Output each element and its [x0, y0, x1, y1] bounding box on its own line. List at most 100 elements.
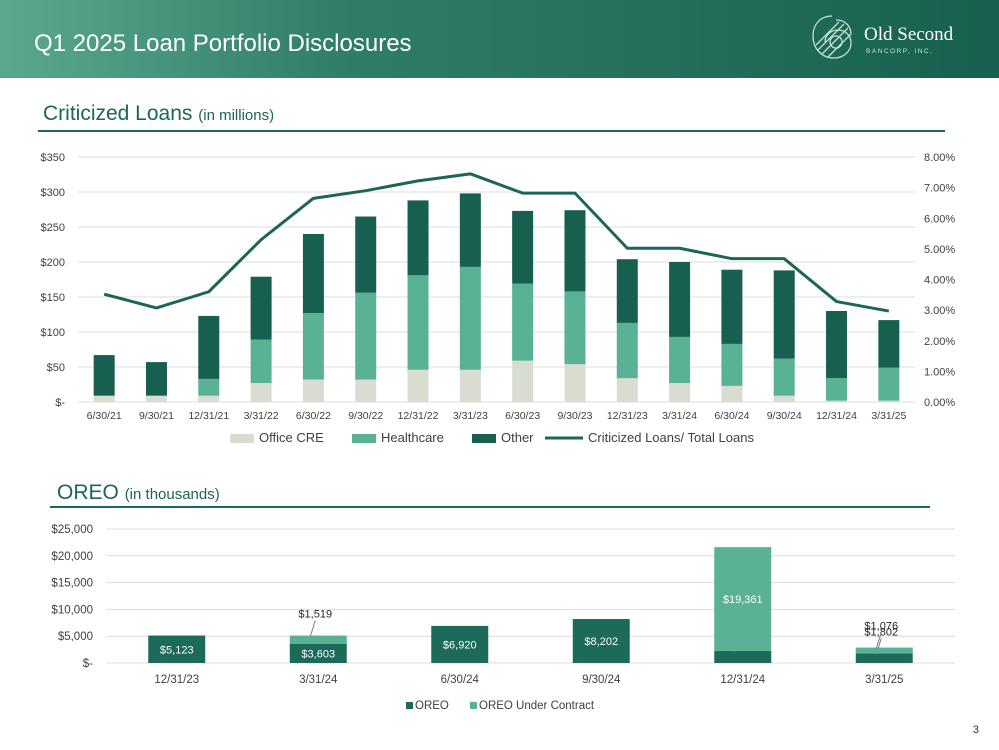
- bar-segment: [721, 269, 743, 344]
- bar-segment: [250, 276, 272, 340]
- header-banner: Q1 2025 Loan Portfolio Disclosures Old S…: [0, 0, 999, 78]
- logo-name: Old Second: [864, 24, 954, 45]
- y-tick-label: $20,000: [51, 551, 93, 563]
- bar-segment: [826, 311, 848, 379]
- bar-segment: [564, 210, 586, 292]
- y2-tick-label: 0.00%: [924, 397, 955, 409]
- bar-segment: [669, 336, 691, 384]
- bar-segment: [616, 322, 638, 379]
- oreo-title: OREO (in thousands): [57, 481, 220, 505]
- bar-segment: [250, 383, 272, 402]
- bar-segment: [878, 320, 900, 368]
- company-logo: Old Second BANCORP, INC.: [808, 12, 988, 68]
- bar-segment: [302, 379, 324, 402]
- data-label: $6,920: [443, 639, 477, 651]
- legend-label: OREO: [415, 700, 449, 712]
- legend-swatch: [472, 434, 496, 443]
- x-tick-label: 12/31/22: [398, 410, 439, 422]
- label-leader-line: [875, 632, 882, 649]
- bar-segment: [714, 650, 772, 663]
- legend-label: Other: [501, 430, 534, 445]
- bar-segment: [878, 367, 900, 401]
- x-tick-label: 9/30/24: [582, 674, 621, 686]
- bar-segment: [855, 653, 913, 663]
- bar-segment: [431, 625, 489, 663]
- logo-mark-icon: [812, 15, 852, 59]
- y-tick-label: $200: [41, 257, 65, 269]
- data-label: $3,603: [301, 648, 335, 660]
- x-tick-label: 12/31/24: [816, 410, 857, 422]
- legend-swatch: [406, 702, 413, 709]
- data-label: $1,519: [298, 609, 332, 621]
- x-tick-label: 12/31/24: [720, 674, 765, 686]
- y2-tick-label: 1.00%: [924, 366, 955, 378]
- legend-label: Criticized Loans/ Total Loans: [588, 430, 754, 445]
- bar-segment: [148, 635, 206, 663]
- bar-segment: [459, 193, 481, 267]
- criticized-loans-chart: $350 $300 $250 $200 $150 $100 $50 $- 8.00% 7.00% 6…: [41, 152, 956, 445]
- x-tick-label: 9/30/21: [139, 410, 174, 422]
- bar-segment: [302, 313, 324, 380]
- bar-segment: [407, 200, 429, 276]
- x-tick-label: 6/30/24: [441, 674, 480, 686]
- legend-swatch: [470, 702, 477, 709]
- y-tick-label: $-: [55, 397, 65, 409]
- bar-segment: [289, 643, 347, 663]
- bar-segment: [616, 378, 638, 402]
- bar-segment: [250, 339, 272, 384]
- bar-segment: [355, 379, 377, 402]
- bar-segment: [93, 395, 115, 402]
- bar-segment: [145, 395, 167, 402]
- label-leader-line: [309, 620, 316, 637]
- y2-tick-label: 5.00%: [924, 244, 955, 256]
- bar-segment: [198, 395, 220, 402]
- data-label: $5,123: [160, 644, 194, 656]
- bar-segment: [855, 647, 913, 654]
- y2-tick-label: 6.00%: [924, 213, 955, 225]
- bar-segment: [878, 400, 900, 402]
- data-label: $8,202: [584, 636, 618, 648]
- y-tick-label: $-: [83, 658, 93, 670]
- bar-segment: [721, 343, 743, 386]
- bar-segment: [773, 270, 795, 359]
- data-label: $1,076: [864, 621, 898, 633]
- page-title: Q1 2025 Loan Portfolio Disclosures: [34, 30, 412, 57]
- criticized-loans-title-text: Criticized Loans: [43, 102, 193, 125]
- legend-label: Office CRE: [259, 430, 324, 445]
- legend-swatch: [352, 434, 376, 443]
- x-tick-label: 3/31/22: [244, 410, 279, 422]
- bar-segment: [826, 378, 848, 401]
- y-tick-label: $350: [41, 152, 65, 164]
- bar-segment: [572, 619, 630, 663]
- x-tick-label: 12/31/23: [607, 410, 648, 422]
- x-tick-label: 12/31/21: [188, 410, 229, 422]
- bar-segment: [198, 315, 220, 379]
- oreo-title-text: OREO: [57, 481, 119, 504]
- bar-segment: [93, 355, 115, 396]
- y-tick-label: $10,000: [51, 604, 93, 616]
- legend-label: Healthcare: [381, 430, 444, 445]
- bar-segment: [616, 259, 638, 323]
- y2-tick-label: 2.00%: [924, 336, 955, 348]
- x-tick-label: 3/31/24: [299, 674, 338, 686]
- x-tick-label: 3/31/25: [871, 410, 906, 422]
- y-tick-label: $15,000: [51, 578, 93, 590]
- bar-segment: [407, 275, 429, 370]
- x-tick-label: 6/30/22: [296, 410, 331, 422]
- bar-segment: [198, 378, 220, 396]
- bar-segment: [669, 383, 691, 402]
- legend-label: OREO Under Contract: [479, 700, 595, 712]
- x-tick-label: 6/30/24: [714, 410, 749, 422]
- y-tick-label: $300: [41, 187, 65, 199]
- criticized-loans-title: Criticized Loans (in millions): [43, 102, 274, 126]
- logo-subtitle: BANCORP, INC.: [866, 48, 934, 55]
- bar-segment: [355, 216, 377, 293]
- section-divider: [50, 506, 930, 508]
- y2-tick-label: 3.00%: [924, 305, 955, 317]
- x-tick-label: 9/30/23: [557, 410, 592, 422]
- y-tick-label: $100: [41, 327, 65, 339]
- y-tick-label: $50: [47, 362, 65, 374]
- bar-segment: [721, 385, 743, 402]
- ratio-line: [103, 172, 890, 313]
- bar-segment: [773, 395, 795, 402]
